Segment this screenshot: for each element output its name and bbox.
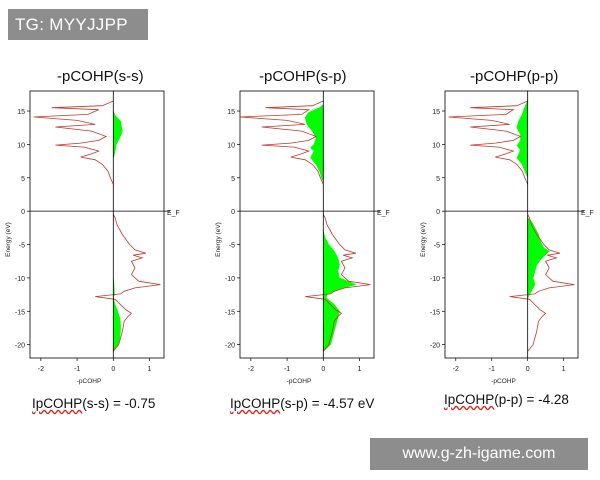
y-tick-label: -20 (430, 343, 440, 350)
y-tick-label: -5 (19, 243, 25, 250)
fill-area-upper (516, 100, 529, 179)
pcohp-curve-lower (509, 214, 575, 352)
y-axis-label: Energy (eV) (5, 222, 12, 257)
x-tick-label: -2 (38, 366, 44, 373)
x-tick-label: 0 (321, 366, 325, 373)
y-axis-label: Energy (eV) (420, 222, 427, 257)
y-tick-label: -15 (430, 309, 440, 316)
fermi-label: E_F (377, 210, 390, 217)
panel-title-s-p: -pCOHP(s-p) (259, 68, 347, 85)
x-tick-label: 0 (526, 366, 530, 373)
pcohp-curve-upper (33, 100, 114, 185)
x-tick-label: -1 (284, 366, 290, 373)
pcohp-curve-lower (95, 214, 161, 352)
watermark: www.g-zh-igame.com (370, 438, 588, 470)
ipcohp-term: IpCOHP (32, 396, 83, 411)
fill-area-lower (322, 231, 357, 352)
fermi-label: E_F (167, 210, 180, 217)
y-tick-label: 15 (432, 109, 440, 116)
fill-area-lower (527, 217, 550, 299)
y-tick-label: 10 (227, 142, 235, 149)
x-tick-label: -2 (453, 366, 459, 373)
channel-tag: TG: MYYJJPP (8, 9, 148, 40)
fermi-label: E_F (581, 210, 594, 217)
ipcohp-rest: (p-p) = -4.28 (494, 392, 569, 407)
y-tick-label: 0 (21, 209, 25, 216)
ipcohp-term: IpCOHP (444, 392, 495, 407)
x-tick-label: 0 (111, 366, 115, 373)
x-axis-label: -pCOHP (491, 378, 516, 385)
ipcohp-value-p-p: IpCOHP(p-p) = -4.28 (444, 392, 569, 407)
plot-frame (444, 90, 579, 359)
y-tick-label: -10 (15, 276, 25, 283)
y-tick-label: 10 (17, 142, 25, 149)
y-tick-label: 15 (227, 109, 235, 116)
pcohp-curve-upper (239, 100, 324, 185)
y-tick-label: 5 (21, 176, 25, 183)
x-tick-label: 1 (562, 366, 566, 373)
y-tick-label: -15 (15, 309, 25, 316)
y-tick-label: 15 (17, 109, 25, 116)
y-tick-label: 5 (436, 176, 440, 183)
panel-title-s-s: -pCOHP(s-s) (57, 68, 144, 85)
ipcohp-term: IpCOHP (230, 396, 281, 411)
y-tick-label: -20 (15, 343, 25, 350)
plot-frame (29, 90, 165, 359)
x-tick-label: -2 (248, 366, 254, 373)
fill-area-upper (304, 104, 324, 182)
ipcohp-rest: (s-s) = -0.75 (82, 396, 156, 411)
panel-title-p-p: -pCOHP(p-p) (470, 68, 559, 85)
x-tick-label: -1 (489, 366, 495, 373)
y-tick-label: -10 (225, 276, 235, 283)
plot-frame (239, 90, 375, 359)
pcohp-curve-lower (305, 214, 371, 352)
y-tick-label: -15 (225, 309, 235, 316)
y-tick-label: -5 (434, 243, 440, 250)
x-axis-label: -pCOHP (77, 378, 102, 385)
y-tick-label: 0 (231, 209, 235, 216)
pcohp-curve-upper (448, 100, 529, 185)
y-tick-label: -5 (229, 243, 235, 250)
ipcohp-value-s-p: IpCOHP(s-p) = -4.57 eV (230, 396, 374, 411)
x-tick-label: -1 (74, 366, 80, 373)
y-tick-label: 5 (231, 176, 235, 183)
y-tick-label: -10 (430, 276, 440, 283)
y-tick-label: 10 (432, 142, 440, 149)
x-tick-label: 1 (358, 366, 362, 373)
ipcohp-rest: (s-p) = -4.57 eV (280, 396, 375, 411)
y-tick-label: 0 (436, 209, 440, 216)
y-axis-label: Energy (eV) (215, 222, 222, 257)
ipcohp-value-s-s: IpCOHP(s-s) = -0.75 (32, 396, 155, 411)
x-tick-label: 1 (148, 366, 152, 373)
x-axis-label: -pCOHP (287, 378, 312, 385)
y-tick-label: -20 (225, 343, 235, 350)
